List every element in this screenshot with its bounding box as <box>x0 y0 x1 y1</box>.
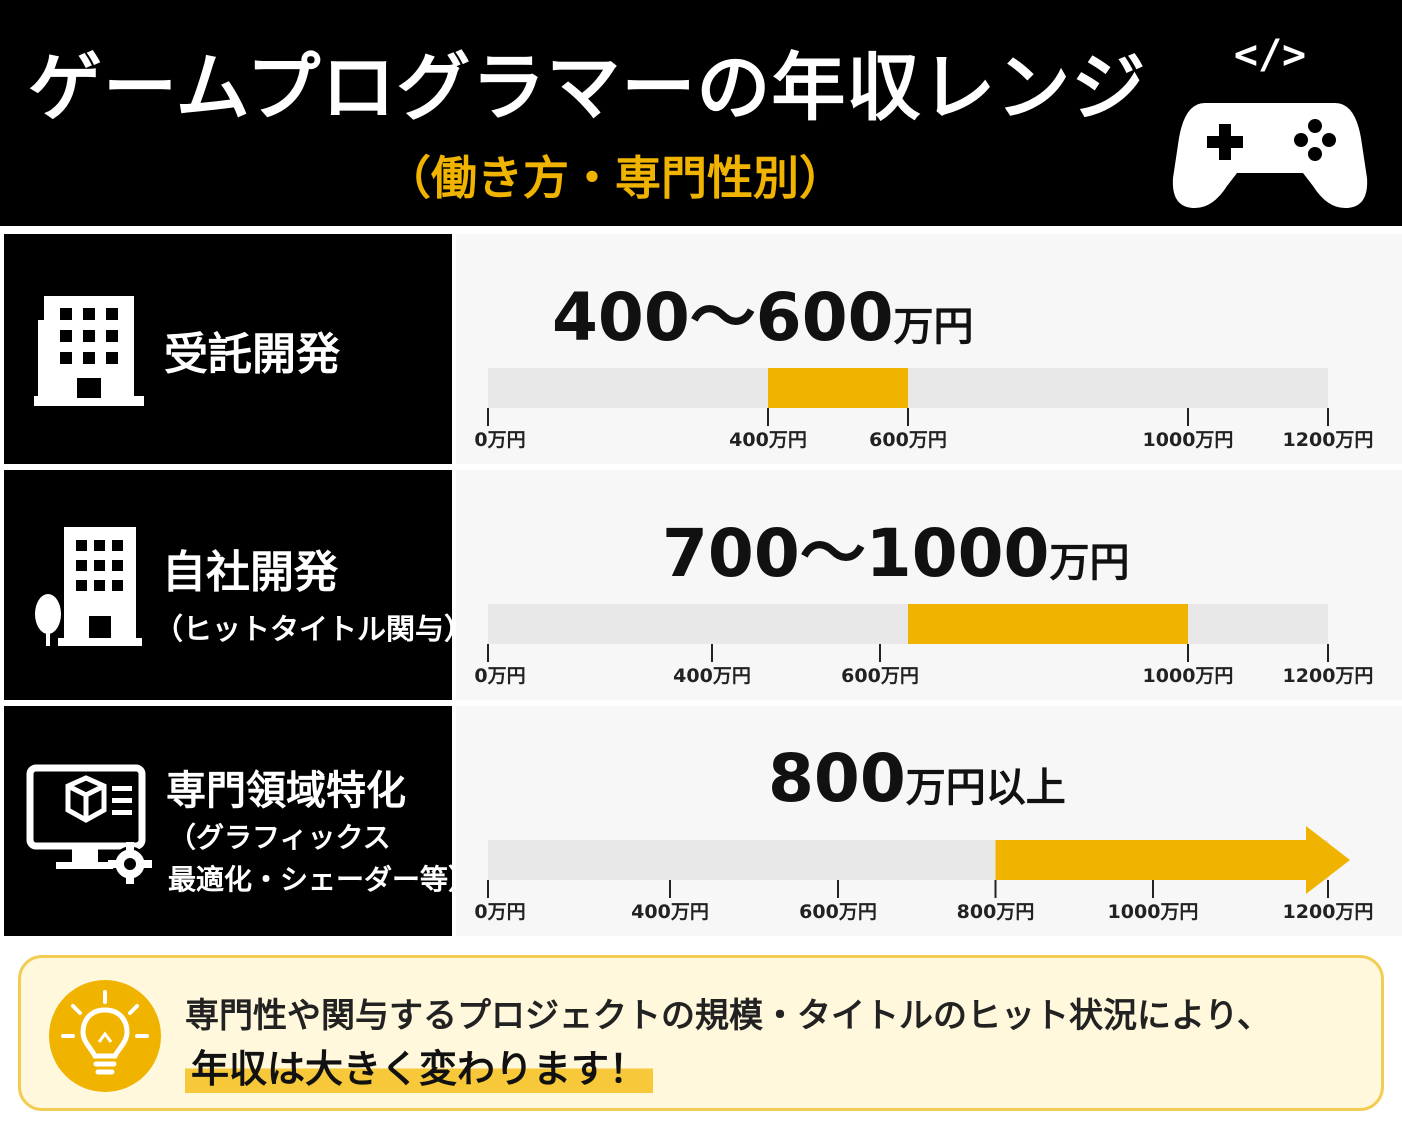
category-note: （ヒットタイトル関与） <box>154 612 474 646</box>
range-label: 700～1000万円 <box>662 500 1129 596</box>
category-panel: 受託開発 <box>4 234 452 464</box>
range-unit: 万円 <box>1049 540 1130 586</box>
range-unit: 万円以上 <box>905 765 1066 811</box>
category-label: 受託開発 <box>164 329 340 380</box>
category-panel: 自社開発 （ヒットタイトル関与） <box>4 470 473 700</box>
tick-label: 400万円 <box>673 665 751 687</box>
tick-label: 0万円 <box>474 665 525 687</box>
range-label: 400～600万円 <box>552 264 974 360</box>
building-with-tree-icon <box>35 527 142 646</box>
range-bar-chart: 0万円 400万円 600万円 800万円 1000万円 1200万円 <box>474 826 1374 923</box>
category-panel: 専門領域特化 （グラフィックス 最適化・シェーダー等） <box>4 706 476 936</box>
chart-area <box>456 706 1402 936</box>
header: ゲームプログラマーの年収レンジ （働き方・専門性別） </> <box>0 0 1402 226</box>
category-note-line-2: 最適化・シェーダー等） <box>168 863 477 896</box>
tick-label: 400万円 <box>631 901 709 923</box>
row-specialized-domain: 専門領域特化 （グラフィックス 最適化・シェーダー等） 800万円以上 0万円 4… <box>0 706 1402 936</box>
tick-label: 1000万円 <box>1108 901 1199 923</box>
range-label: 800万円以上 <box>768 740 1066 817</box>
tick-label: 800万円 <box>957 901 1035 923</box>
category-label: 自社開発 <box>162 547 338 598</box>
range-value: 400～600 <box>552 279 894 356</box>
range-value: 800 <box>768 740 906 817</box>
game-controller-icon: </> <box>1172 32 1368 208</box>
note-text-1: 専門性や関与するプロジェクトの規模・タイトルのヒット状況により、 <box>185 996 1271 1036</box>
row-contract-development: 受託開発 400～600万円 0万円 400万円 600万円 1000万円 1200万円 <box>0 234 1402 464</box>
tick-label: 400万円 <box>729 429 807 451</box>
tick-label: 1000万円 <box>1143 665 1234 687</box>
tick-label: 600万円 <box>841 665 919 687</box>
category-label: 専門領域特化 <box>166 768 406 814</box>
tick-label: 600万円 <box>799 901 877 923</box>
range-bar-chart: 0万円 400万円 600万円 1000万円 1200万円 <box>474 604 1374 687</box>
range-bar <box>908 604 1188 644</box>
range-bar-chart: 0万円 400万円 600万円 1000万円 1200万円 <box>474 368 1374 451</box>
note-box: 専門性や関与するプロジェクトの規模・タイトルのヒット状況により、 年収は大きく変… <box>18 955 1384 1111</box>
tick-label: 0万円 <box>474 901 525 923</box>
monitor-gear-cube-icon <box>26 764 152 884</box>
light-bulb-icon <box>49 980 161 1092</box>
range-bar <box>768 368 908 408</box>
page-title: ゲームプログラマーの年収レンジ <box>28 45 1147 131</box>
chart-area <box>456 234 1402 464</box>
tick-label: 1200万円 <box>1283 901 1374 923</box>
range-unit: 万円 <box>893 304 974 350</box>
tick-label: 600万円 <box>869 429 947 451</box>
office-building-icon <box>34 296 144 406</box>
tick-label: 0万円 <box>474 429 525 451</box>
tick-label: 1200万円 <box>1283 429 1374 451</box>
code-symbol: </> <box>1234 32 1306 78</box>
note-text-2: 年収は大きく変わります！ <box>185 1038 654 1093</box>
range-arrow <box>995 826 1350 894</box>
tick-label: 1200万円 <box>1283 665 1374 687</box>
page-subtitle: （働き方・専門性別） <box>385 151 845 205</box>
range-value: 700～1000 <box>662 515 1050 592</box>
chart-area <box>456 470 1402 700</box>
tick-label: 1000万円 <box>1143 429 1234 451</box>
category-note-line-1: （グラフィックス <box>168 821 391 854</box>
row-in-house-development: 自社開発 （ヒットタイトル関与） 700～1000万円 0万円 400万円 600万… <box>0 470 1402 700</box>
